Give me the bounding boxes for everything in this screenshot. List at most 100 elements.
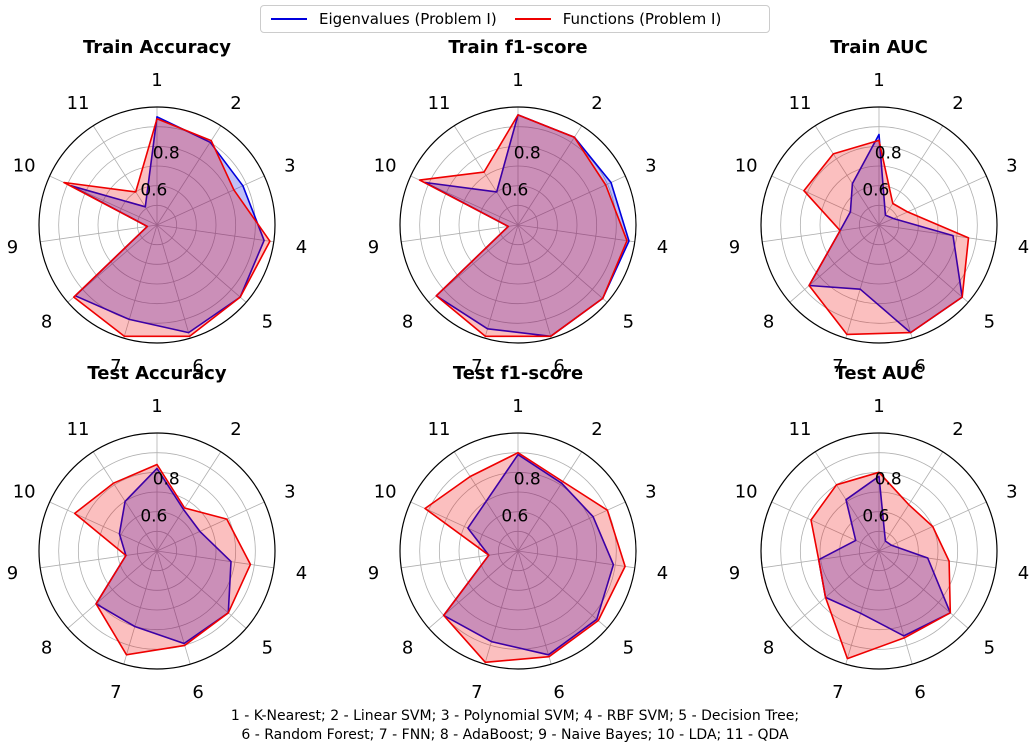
grid-spoke: [878, 175, 987, 226]
category-label: 9: [729, 237, 740, 258]
category-label: 3: [645, 155, 656, 176]
category-label: 4: [1018, 237, 1029, 258]
grid-spoke: [49, 501, 158, 552]
grid-spoke: [123, 550, 158, 665]
category-label: 3: [645, 481, 656, 502]
category-label: 4: [657, 563, 668, 584]
category-label: 7: [471, 356, 482, 377]
grid-spoke: [156, 451, 222, 552]
radial-tick-label: 0.6: [862, 507, 889, 527]
category-label: 10: [13, 481, 36, 502]
category-label: 8: [763, 638, 774, 659]
category-label: 8: [763, 312, 774, 333]
category-label: 2: [952, 93, 963, 114]
grid-spoke: [156, 224, 191, 339]
grid-spoke: [401, 550, 519, 569]
category-label: 8: [402, 638, 413, 659]
category-label: 10: [374, 481, 397, 502]
category-label: 2: [591, 93, 602, 114]
legend-label-eigenvalues: Eigenvalues (Problem I): [319, 10, 497, 28]
category-label: 11: [428, 419, 451, 440]
grid-spoke: [845, 550, 880, 665]
category-label: 11: [67, 419, 90, 440]
category-label: 4: [657, 237, 668, 258]
series-polygon-eigenvalues: [424, 114, 630, 338]
category-label: 5: [262, 638, 273, 659]
radial-tick-label: 0.8: [875, 469, 902, 489]
grid-spoke: [517, 550, 635, 569]
radar-chart-2: 0.6 0.8 1 2 3 4 5 6 7 8 9 10 11 Train f1-score: [368, 37, 668, 377]
grid-spoke: [845, 224, 880, 339]
grid-spoke: [789, 550, 880, 629]
category-label: 6: [192, 682, 203, 703]
radar-chart-5: 0.6 0.8 1 2 3 4 5 6 7 8 9 10 11 Test f1-score: [368, 363, 668, 703]
category-label: 5: [984, 312, 995, 333]
radial-tick-label: 0.6: [501, 507, 528, 527]
radar-frame: [760, 106, 998, 344]
series-polygon-eigenvalues: [808, 133, 964, 334]
category-label: 11: [789, 419, 812, 440]
chart-title: Test f1-score: [453, 363, 583, 384]
category-label: 7: [110, 356, 121, 377]
grid-spoke: [517, 125, 583, 226]
series-polygon-functions: [803, 139, 970, 336]
grid-spoke: [517, 175, 626, 226]
radial-tick-label: 0.8: [153, 469, 180, 489]
series-polygon-functions: [63, 118, 271, 338]
category-label: 11: [789, 93, 812, 114]
grid-spoke: [156, 224, 274, 243]
category-label: 4: [296, 237, 307, 258]
radar-frame: [38, 106, 276, 344]
category-label: 7: [832, 682, 843, 703]
category-label: 5: [262, 312, 273, 333]
grid-spoke: [40, 224, 158, 243]
radar-chart-1: 0.6 0.8 1 2 3 4 5 6 7 8 9 10 11 Train Accuracy: [7, 37, 307, 377]
grid-spoke: [814, 125, 880, 226]
category-label: 10: [735, 481, 758, 502]
category-label: 2: [230, 93, 241, 114]
category-label: 6: [553, 682, 564, 703]
category-label: 6: [914, 356, 925, 377]
grid-spoke: [878, 125, 944, 226]
category-label: 9: [7, 237, 18, 258]
grid-spoke: [762, 224, 880, 243]
category-label: 1: [512, 396, 523, 417]
grid-spoke: [878, 224, 913, 339]
category-label: 1: [873, 396, 884, 417]
radial-tick-label: 0.6: [140, 507, 167, 527]
grid-spoke: [878, 224, 969, 303]
category-label: 4: [296, 563, 307, 584]
radar-frame: [399, 432, 637, 670]
series-polygon-functions: [424, 451, 626, 664]
series-polygon-functions: [73, 463, 252, 656]
radial-tick-label: 0.6: [140, 181, 167, 201]
grid-spoke: [517, 451, 583, 552]
category-label: 2: [230, 419, 241, 440]
series-polygon-eigenvalues: [70, 116, 265, 334]
legend-swatch-functions: [514, 18, 551, 20]
category-label: 5: [623, 638, 634, 659]
category-label: 7: [832, 356, 843, 377]
grid-spoke: [517, 224, 552, 339]
chart-title: Train Accuracy: [83, 37, 231, 58]
category-label: 9: [368, 563, 379, 584]
radial-tick-label: 0.8: [514, 143, 541, 163]
grid-spoke: [156, 175, 265, 226]
footnote-line-1: 1 - K-Nearest; 2 - Linear SVM; 3 - Polyn…: [230, 708, 800, 724]
grid-spoke: [92, 125, 158, 226]
grid-spoke: [484, 224, 519, 339]
category-label: 7: [110, 682, 121, 703]
radial-tick-label: 0.6: [862, 181, 889, 201]
category-label: 1: [512, 70, 523, 91]
radial-tick-label: 0.8: [153, 143, 180, 163]
footnote-line-2: 6 - Random Forest; 7 - FNN; 8 - AdaBoost…: [241, 727, 789, 743]
grid-spoke: [517, 550, 552, 665]
category-label: 10: [735, 155, 758, 176]
category-label: 1: [873, 70, 884, 91]
category-label: 6: [914, 682, 925, 703]
chart-title: Test Accuracy: [87, 363, 226, 384]
chart-title: Train f1-score: [448, 37, 587, 58]
radial-tick-label: 0.8: [514, 469, 541, 489]
category-label: 8: [41, 638, 52, 659]
grid-spoke: [517, 550, 608, 629]
